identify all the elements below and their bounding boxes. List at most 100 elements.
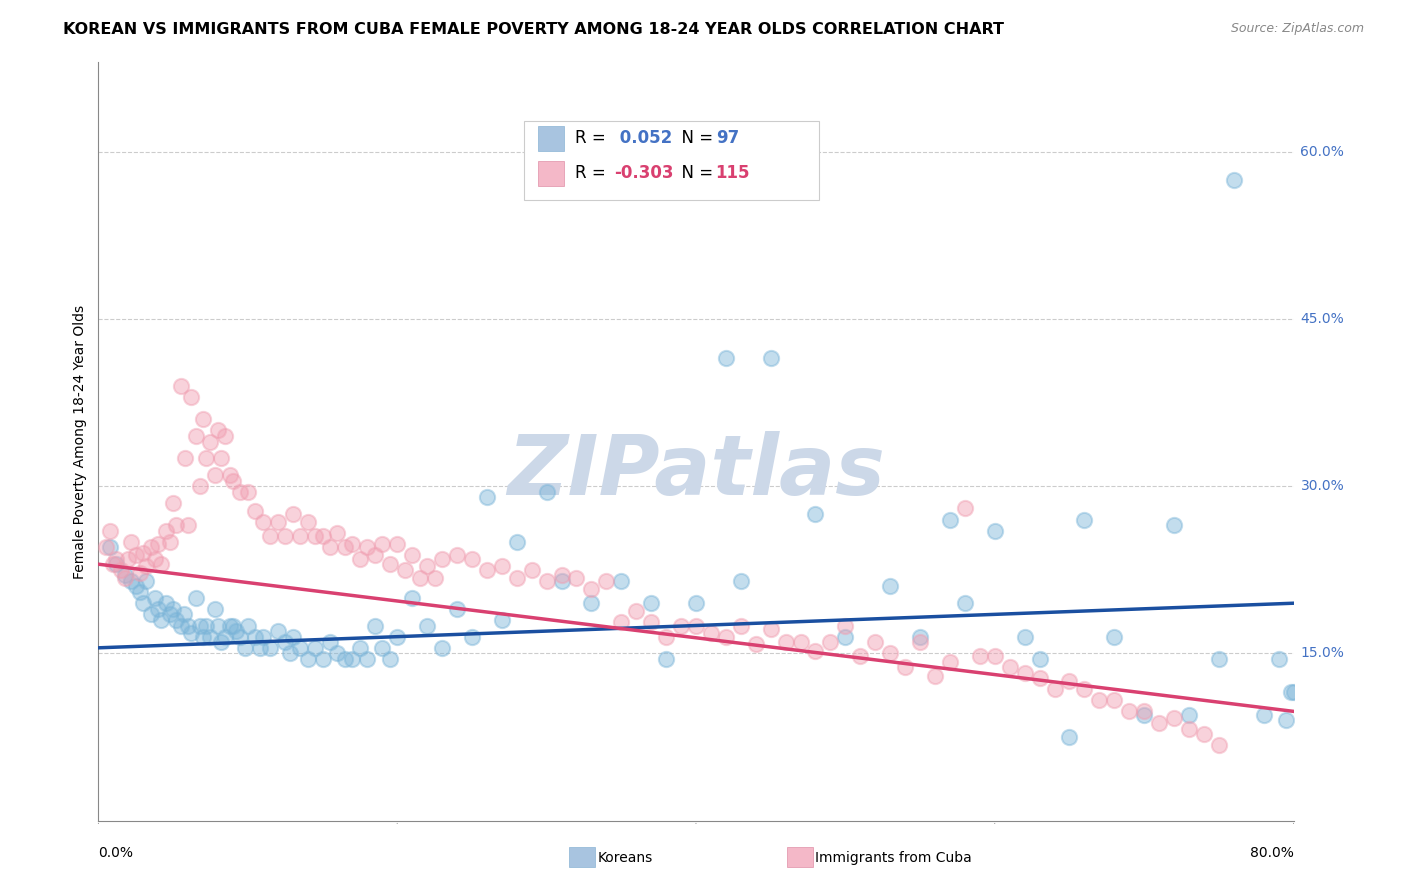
Point <box>173 607 195 622</box>
Point <box>385 537 409 551</box>
Point <box>311 529 333 543</box>
Point <box>98 541 122 555</box>
Point <box>804 644 827 658</box>
Point <box>581 596 603 610</box>
Point <box>506 571 529 585</box>
Point <box>1133 707 1156 722</box>
Point <box>984 648 1007 663</box>
Point <box>685 596 707 610</box>
Point <box>506 535 529 549</box>
Point <box>129 566 152 581</box>
Point <box>394 563 416 577</box>
Point <box>536 484 558 499</box>
Point <box>789 635 811 649</box>
Point <box>700 626 723 640</box>
Point <box>259 640 281 655</box>
Point <box>188 479 211 493</box>
Point <box>1267 652 1289 666</box>
Point <box>304 640 326 655</box>
Point <box>129 585 152 599</box>
Point <box>204 602 226 616</box>
Point <box>759 622 782 636</box>
Point <box>1178 707 1201 722</box>
Point <box>222 474 245 488</box>
Point <box>165 613 187 627</box>
Point <box>1014 630 1036 644</box>
Point <box>169 378 191 392</box>
Point <box>908 630 931 644</box>
Point <box>342 652 364 666</box>
Point <box>326 646 349 660</box>
Point <box>879 646 901 660</box>
Point <box>446 602 468 616</box>
Text: -0.303: -0.303 <box>614 164 673 182</box>
Point <box>245 503 267 517</box>
Point <box>1208 738 1230 752</box>
Point <box>281 507 304 521</box>
Point <box>939 512 962 526</box>
Point <box>349 551 371 566</box>
Point <box>924 669 946 683</box>
Point <box>311 652 333 666</box>
Point <box>939 655 962 669</box>
Point <box>1073 512 1095 526</box>
Point <box>148 602 170 616</box>
Point <box>969 648 991 663</box>
Point <box>550 568 572 582</box>
Point <box>371 640 394 655</box>
Point <box>229 630 252 644</box>
Point <box>834 630 856 644</box>
Point <box>209 451 232 466</box>
Point <box>655 652 678 666</box>
Point <box>214 429 236 443</box>
Point <box>139 541 162 555</box>
Text: 80.0%: 80.0% <box>1250 846 1294 860</box>
Point <box>195 451 218 466</box>
Point <box>356 541 378 555</box>
Point <box>342 537 364 551</box>
Point <box>1088 693 1111 707</box>
Point <box>865 635 887 649</box>
Point <box>288 529 311 543</box>
Point <box>475 491 498 505</box>
Point <box>245 630 267 644</box>
Point <box>135 559 157 574</box>
Text: KOREAN VS IMMIGRANTS FROM CUBA FEMALE POVERTY AMONG 18-24 YEAR OLDS CORRELATION : KOREAN VS IMMIGRANTS FROM CUBA FEMALE PO… <box>63 22 1004 37</box>
Point <box>225 624 247 639</box>
Point <box>894 660 917 674</box>
Point <box>120 574 142 588</box>
Text: 97: 97 <box>716 129 740 147</box>
Point <box>446 548 468 563</box>
Point <box>274 635 297 649</box>
Point <box>595 574 617 588</box>
Point <box>162 496 184 510</box>
Point <box>304 529 326 543</box>
Point <box>1163 711 1185 725</box>
Point <box>378 652 401 666</box>
Point <box>953 596 976 610</box>
Point <box>640 615 662 630</box>
Point <box>371 537 394 551</box>
Point <box>1073 682 1095 697</box>
Text: N =: N = <box>671 164 718 182</box>
Point <box>1208 652 1230 666</box>
Point <box>150 557 173 572</box>
Point <box>278 646 301 660</box>
Point <box>1223 172 1246 186</box>
Text: Source: ZipAtlas.com: Source: ZipAtlas.com <box>1230 22 1364 36</box>
Point <box>1178 723 1201 737</box>
Point <box>461 630 484 644</box>
Point <box>685 618 707 632</box>
Point <box>155 596 177 610</box>
Point <box>655 630 678 644</box>
Point <box>581 582 603 596</box>
Point <box>1059 674 1081 689</box>
Text: ZIPatlas: ZIPatlas <box>508 432 884 512</box>
Point <box>1104 630 1126 644</box>
Point <box>461 551 484 566</box>
Point <box>333 652 356 666</box>
Point <box>98 524 122 538</box>
Point <box>326 526 349 541</box>
Point <box>184 429 207 443</box>
Point <box>114 568 136 582</box>
